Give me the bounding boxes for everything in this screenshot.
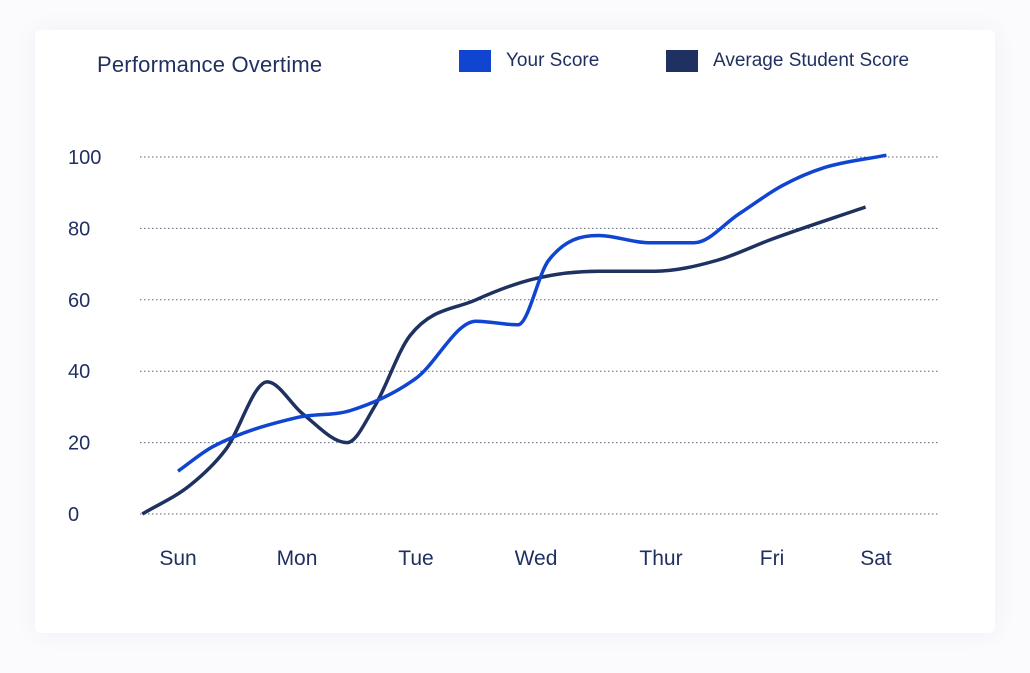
series-line-your-score <box>176 153 887 473</box>
legend-your-score: Your Score <box>459 50 599 72</box>
legend-swatch-average-student-score <box>666 50 698 72</box>
legend-average-student-score: Average Student Score <box>666 50 909 72</box>
y-tick-label-0: 0 <box>68 504 79 526</box>
series-line-average-student-score <box>141 205 867 516</box>
y-tick-label-100: 100 <box>68 147 101 169</box>
x-tick-label-thur: Thur <box>639 547 682 570</box>
chart-title: Performance Overtime <box>97 52 323 77</box>
series-layer <box>141 153 887 516</box>
legend-label-average-student-score: Average Student Score <box>713 50 910 71</box>
x-axis-ticks: Sun Mon Tue Wed Thur Fri Sat <box>159 547 892 570</box>
legend-swatch-your-score <box>459 50 491 72</box>
x-tick-label-wed: Wed <box>515 547 558 570</box>
y-tick-label-60: 60 <box>68 290 90 312</box>
x-tick-label-tue: Tue <box>398 547 433 570</box>
x-tick-label-sun: Sun <box>159 547 196 570</box>
grid-layer <box>140 156 940 515</box>
x-tick-label-fri: Fri <box>760 547 785 570</box>
y-axis-ticks: 0 20 40 60 80 100 <box>68 147 101 526</box>
x-tick-label-sat: Sat <box>860 547 892 570</box>
legend-label-your-score: Your Score <box>506 50 600 71</box>
y-tick-label-40: 40 <box>68 361 90 383</box>
y-tick-label-20: 20 <box>68 433 90 455</box>
y-tick-label-80: 80 <box>68 218 90 240</box>
x-tick-label-mon: Mon <box>277 547 318 570</box>
chart-card <box>35 30 995 633</box>
